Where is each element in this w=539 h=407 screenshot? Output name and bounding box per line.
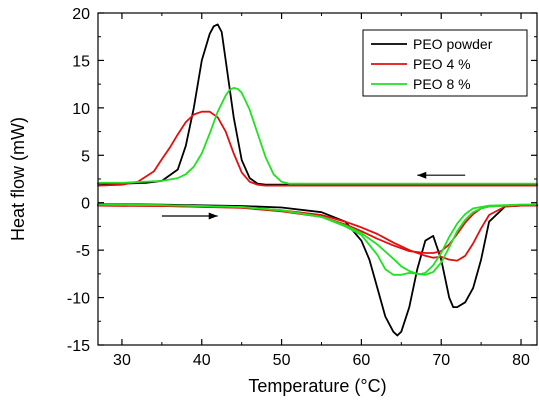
y-tick-label: -5 [76,243,90,260]
series-line-heating [97,204,538,262]
series-2 [97,87,538,276]
series-line-heating [97,203,538,275]
legend-label: PEO 8 % [413,76,471,92]
y-tick-label: -15 [67,338,90,355]
arrow-cooling [417,171,466,179]
y-tick-label: 10 [72,101,90,118]
legend-items: PEO powder PEO 4 % PEO 8 % [371,36,493,92]
x-tick-label: 60 [353,352,371,369]
series-line-cooling [97,87,538,185]
x-tick-label: 30 [113,352,131,369]
y-tick-label: 20 [72,6,90,23]
series-layer [97,23,538,337]
annotation-layer [161,171,466,220]
arrow-heating [161,212,218,220]
series-line-cooling [97,110,538,187]
series-line-cooling [97,23,538,186]
legend-box [362,29,528,97]
y-axis-title: Heat flow (mW) [8,117,28,241]
series-0 [97,23,538,337]
series-line-heating [97,203,538,337]
x-tick-label: 80 [512,352,530,369]
y-tick-label: 0 [81,196,90,213]
legend-label: PEO powder [413,36,493,52]
legend: PEO powder PEO 4 % PEO 8 % [362,29,528,97]
arrow-head [417,171,427,179]
y-tick-label: 5 [81,148,90,165]
arrow-head [208,212,218,220]
legend-label: PEO 4 % [413,56,471,72]
series-1 [97,110,538,262]
x-tick-label: 50 [273,352,291,369]
y-tick-label: 15 [72,53,90,70]
x-tick-label: 40 [193,352,211,369]
tick-layer: 30 40 50 60 70 80 -15 -10 -5 0 5 10 15 20 [67,6,537,369]
x-axis-title: Temperature (°C) [248,376,386,396]
x-tick-label: 70 [432,352,450,369]
y-tick-label: -10 [67,291,90,308]
